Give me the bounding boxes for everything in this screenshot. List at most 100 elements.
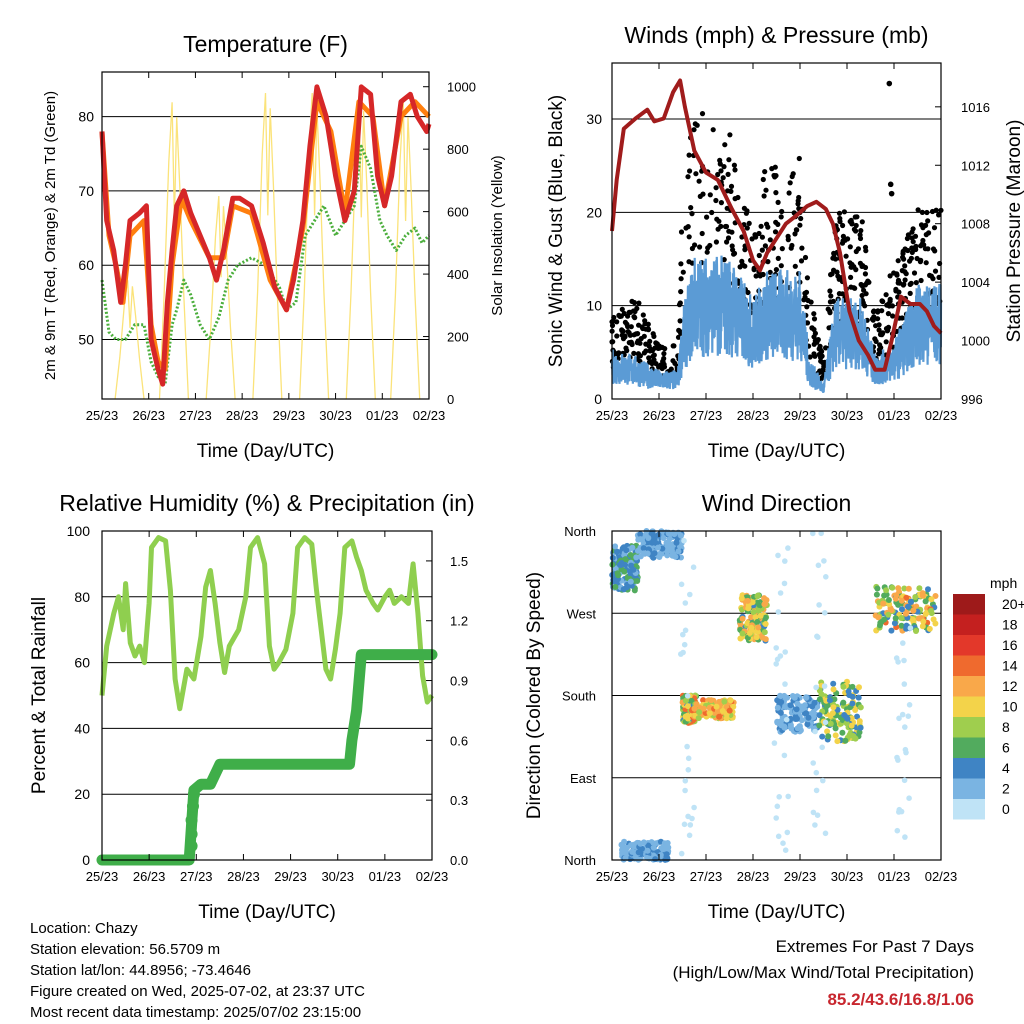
gust-point [746, 220, 752, 226]
y2-tick-label: 0.6 [450, 733, 468, 748]
gust-point [804, 320, 811, 326]
gust-point [625, 323, 631, 330]
gust-point [775, 221, 781, 227]
direction-point [684, 703, 691, 710]
x-tick-label: 25/23 [596, 869, 629, 884]
gust-point [688, 205, 694, 211]
gust-point [753, 273, 759, 279]
direction-point [700, 705, 707, 712]
gust-point [794, 227, 800, 233]
direction-point [812, 728, 818, 735]
direction-point [640, 839, 647, 846]
direction-point [910, 607, 917, 614]
direction-point [739, 630, 746, 637]
gust-point [646, 359, 653, 365]
gust-point [625, 313, 631, 319]
gust-point [686, 259, 692, 265]
direction-point [820, 777, 826, 784]
gust-point [883, 292, 889, 298]
gust-point [752, 232, 758, 238]
direction-point [843, 720, 850, 727]
direction-point [644, 550, 651, 557]
gust-point [860, 300, 866, 306]
gust-point [879, 308, 885, 314]
gust-point [751, 267, 757, 273]
direction-point [812, 822, 818, 828]
direction-point [706, 710, 713, 717]
gust-point [735, 194, 741, 201]
direction-point [875, 614, 882, 621]
direction-point [810, 760, 816, 766]
gust-point [931, 225, 938, 231]
direction-point [777, 590, 784, 596]
y-axis-label: Direction (Colored By Speed) [524, 572, 545, 819]
direction-point [902, 724, 908, 730]
direction-point [898, 615, 905, 621]
gust-point [640, 312, 646, 318]
gust-point [831, 267, 837, 273]
gust-point [762, 243, 769, 249]
gust-point [778, 214, 784, 220]
direction-point [889, 584, 896, 591]
y-tick-label: 100 [67, 523, 91, 539]
direction-point [903, 594, 910, 601]
direction-point [690, 564, 697, 570]
gust-point [802, 254, 809, 261]
legend-swatch [953, 799, 985, 820]
direction-point [810, 530, 816, 537]
direction-point [796, 723, 803, 730]
gust-point [718, 200, 725, 206]
gust-point [879, 331, 886, 337]
gust-point [689, 211, 695, 217]
gust-point [911, 270, 918, 276]
gust-point [713, 239, 720, 245]
direction-point [785, 793, 791, 800]
direction-point [822, 719, 829, 726]
direction-point [661, 840, 668, 847]
legend-swatch [953, 614, 985, 635]
direction-point [877, 622, 883, 629]
direction-point [682, 627, 689, 634]
direction-point [713, 703, 720, 710]
direction-point [678, 532, 684, 539]
direction-point [888, 627, 895, 634]
gust-point [847, 244, 853, 250]
gust-point [876, 351, 882, 357]
gust-point [728, 183, 735, 189]
direction-point [687, 822, 694, 828]
temp-2m-series [99, 84, 432, 387]
direction-point [738, 595, 745, 602]
direction-point [885, 611, 892, 618]
direction-point [634, 578, 641, 584]
gust-point [694, 122, 700, 128]
gust-point [653, 361, 659, 367]
legend-swatch [953, 594, 985, 615]
gust-point [631, 350, 637, 356]
y-tick-label: West [567, 606, 597, 621]
direction-point [624, 844, 630, 851]
y2-tick-label: 996 [961, 392, 983, 407]
direction-point [682, 787, 688, 794]
y-tick-label: 80 [74, 589, 90, 605]
direction-point [823, 574, 829, 580]
gust-point [643, 341, 649, 347]
gust-point [785, 233, 791, 239]
y-axis-label: 2m & 9m T (Red, Orange) & 2m Td (Green) [42, 91, 59, 380]
gust-point [863, 291, 869, 297]
direction-point [840, 699, 847, 706]
direction-point [675, 548, 682, 555]
gust-point [857, 232, 863, 238]
direction-point [750, 609, 757, 616]
gust-point [710, 127, 716, 133]
gust-point [936, 274, 942, 280]
x-tick-label: 25/23 [86, 408, 119, 423]
gust-point [619, 306, 625, 312]
gust-point [895, 258, 901, 264]
direction-point [900, 640, 906, 646]
gust-point [627, 309, 633, 315]
direction-point [615, 572, 622, 579]
x-tick-label: 28/23 [737, 408, 770, 423]
created-text: Figure created on Wed, 2025-07-02, at 23… [30, 983, 365, 1000]
y-tick-label: 80 [78, 109, 94, 125]
